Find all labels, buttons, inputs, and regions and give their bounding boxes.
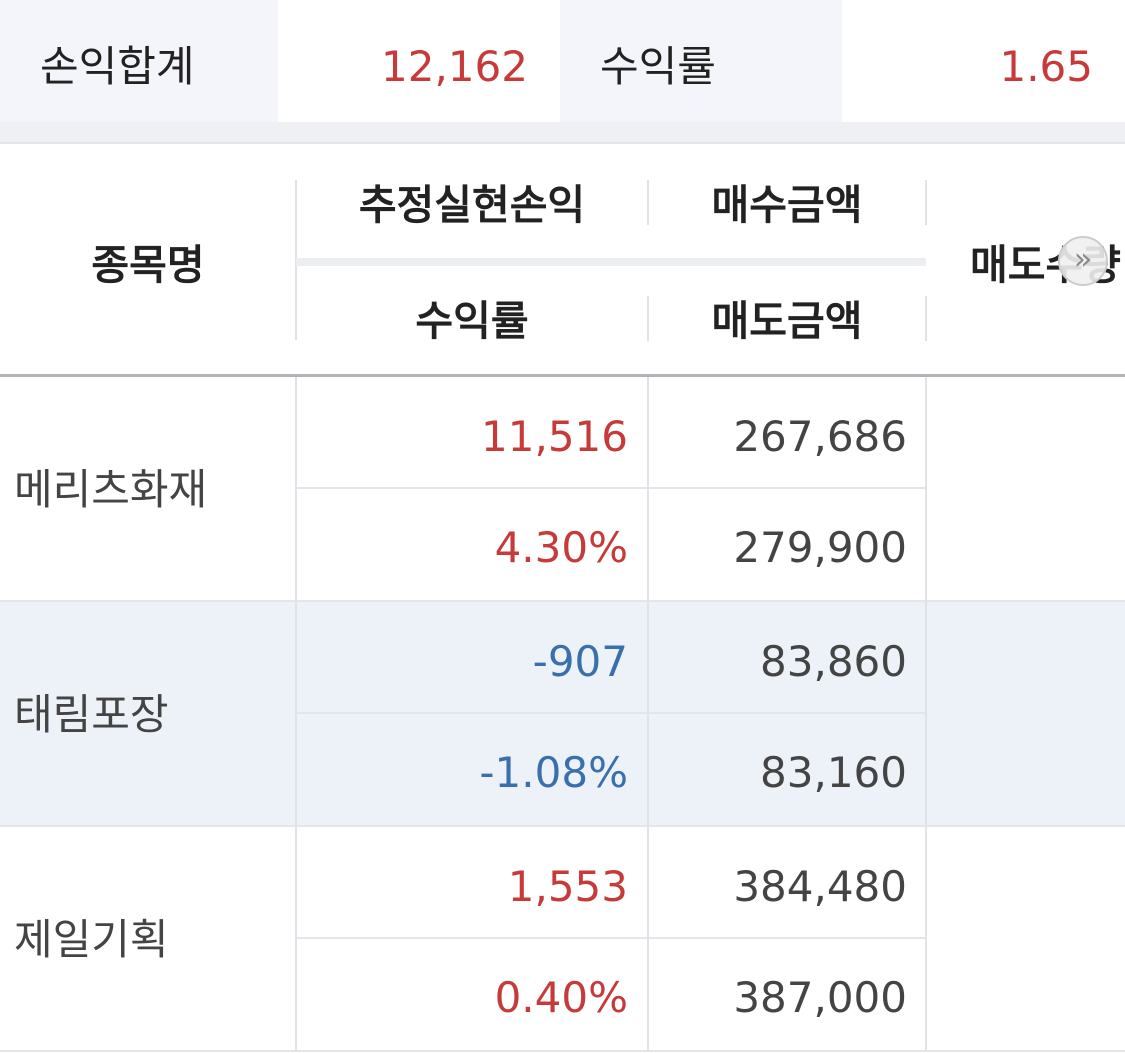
summary-label-cell [560, 0, 842, 122]
header-rate: 수익률 [415, 297, 529, 345]
header-est-profit: 추정실현손익 [358, 181, 586, 229]
rate-value: 1.65 [999, 42, 1093, 91]
sell-amount: 279,900 [733, 523, 907, 572]
separator [647, 180, 649, 225]
row [0, 827, 1125, 1052]
separator [647, 296, 649, 341]
column-line [295, 827, 297, 1052]
buy-amount: 83,860 [760, 637, 907, 686]
profit: -907 [532, 637, 628, 686]
row [0, 377, 1125, 602]
header-sell-amount: 매도금액 [711, 297, 863, 345]
column-line [647, 377, 649, 602]
summary-label-cell [0, 0, 278, 122]
column-line [925, 602, 927, 827]
column-line [925, 827, 927, 1052]
stock-name: 제일기획 [14, 915, 169, 964]
profit: 11,516 [481, 412, 628, 461]
header-border [0, 374, 1125, 377]
column-line [647, 602, 649, 827]
header-buy-amount: 매수금액 [711, 181, 863, 229]
sell-amount: 83,160 [760, 748, 907, 797]
divider [0, 122, 1125, 144]
profit: 1,553 [507, 862, 628, 911]
stock-name: 메리츠화재 [14, 465, 208, 514]
sell-amount: 387,000 [733, 973, 907, 1022]
rate-label: 수익률 [600, 42, 716, 91]
total-label: 손익합계 [40, 42, 195, 91]
stock-name: 태림포장 [14, 690, 169, 739]
separator [925, 180, 927, 225]
column-line [647, 827, 649, 1052]
header-name: 종목명 [91, 241, 205, 289]
column-line [295, 377, 297, 602]
rate: 0.40% [494, 973, 628, 1022]
rate: 4.30% [494, 523, 628, 572]
separator [925, 296, 927, 341]
buy-amount: 267,686 [733, 412, 907, 461]
sub-divider [296, 712, 926, 714]
sub-divider [296, 937, 926, 939]
rate: -1.08% [479, 748, 628, 797]
scroll-right-button[interactable]: » [1058, 236, 1108, 286]
buy-amount: 384,480 [733, 862, 907, 911]
sub-divider [296, 487, 926, 489]
row [0, 602, 1125, 827]
header-divider [296, 258, 926, 266]
column-line [925, 377, 927, 602]
column-line [295, 602, 297, 827]
total-value: 12,162 [381, 42, 528, 91]
